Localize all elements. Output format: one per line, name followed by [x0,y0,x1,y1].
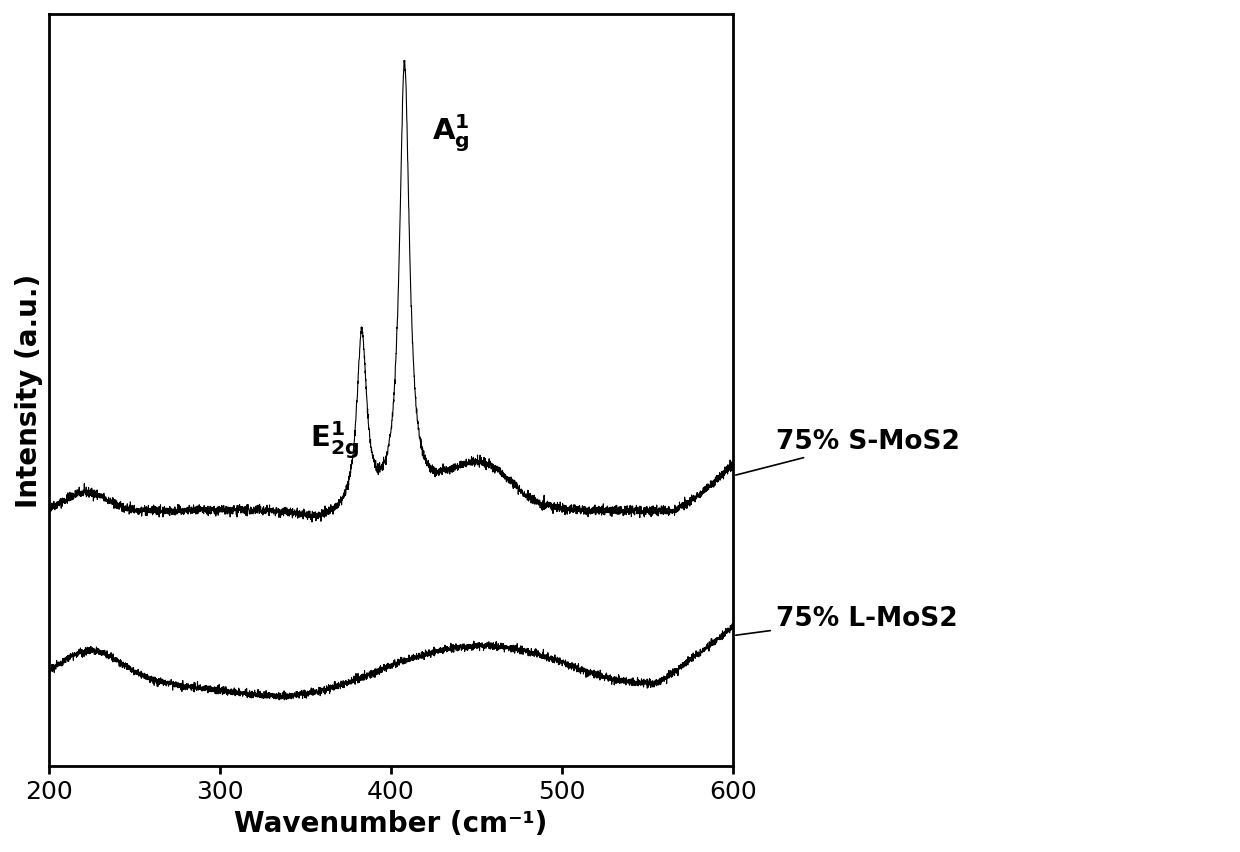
Text: 75% L-MoS2: 75% L-MoS2 [735,605,957,636]
Text: $\mathbf{A^1_g}$: $\mathbf{A^1_g}$ [432,112,470,154]
Text: $\mathbf{E^1_{2g}}$: $\mathbf{E^1_{2g}}$ [310,418,358,460]
Text: 75% S-MoS2: 75% S-MoS2 [735,429,960,475]
X-axis label: Wavenumber (cm⁻¹): Wavenumber (cm⁻¹) [234,809,548,837]
Y-axis label: Intensity (a.u.): Intensity (a.u.) [15,273,43,508]
